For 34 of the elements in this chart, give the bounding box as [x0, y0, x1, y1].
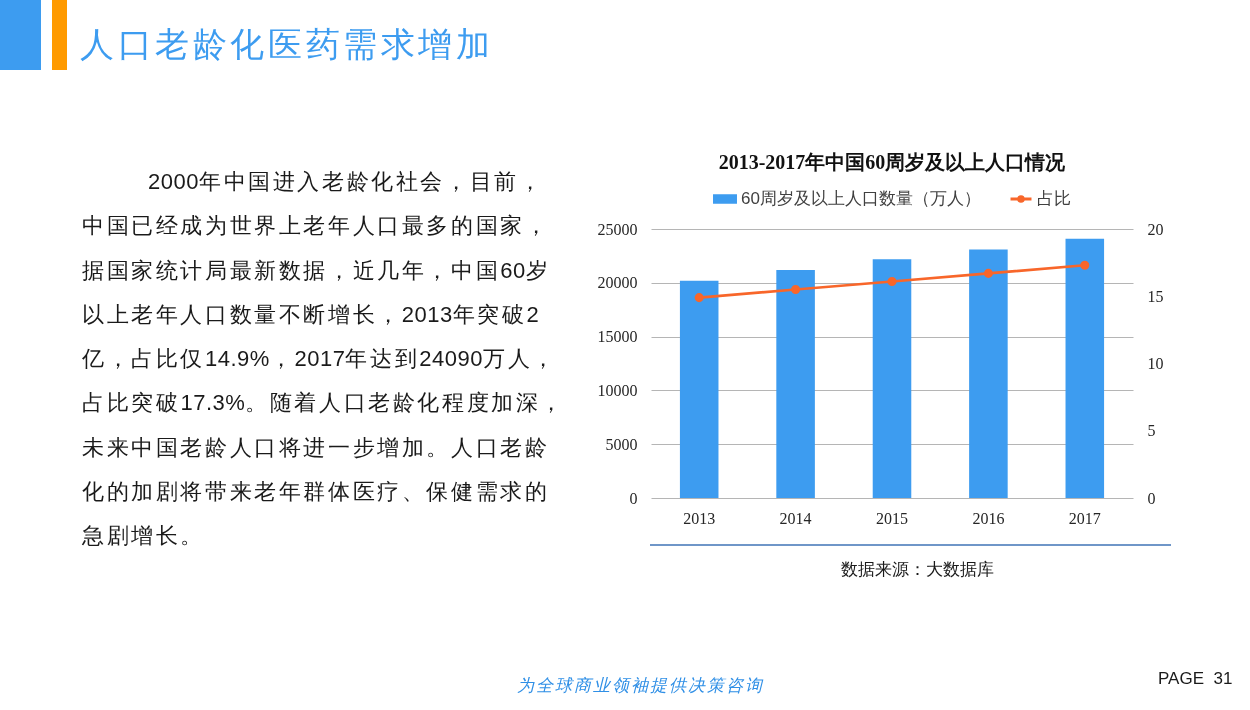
bar	[872, 259, 912, 498]
x-tick-label: 2017	[1068, 509, 1101, 527]
x-tick-label: 2014	[779, 509, 812, 527]
text: 2000年中国进入老龄化社会，目前，中国已经成为世界上老年人口最多的国家，据国家统计局最新数据，近几年，中国60岁以上老年人口数量不断增长，2013年突破2亿，占比仅14.9%，2017年达到24090万人，占比突破17.3%。随着人口老龄化程度加深，未来中国老龄人口将进一步增加。人口老龄化的加剧将带来老年群体医疗、保健需求的急剧增长。	[82, 169, 566, 549]
y-tick-label: 25000	[597, 220, 638, 238]
text: 为全球商业领袖提供决策咨询	[516, 674, 764, 697]
y2-tick-label: 10	[1147, 355, 1164, 372]
x-tick-label: 2013	[683, 509, 716, 527]
y2-tick-label: 5	[1147, 422, 1156, 440]
text: PAGE 31	[1158, 669, 1233, 688]
x-tick-label: 2016	[972, 509, 1005, 527]
y-tick-label: 5000	[605, 435, 638, 453]
point	[887, 276, 897, 286]
legend-label: 60周岁及以上人口数量（万人）	[741, 189, 981, 208]
legend-label: 占比	[1037, 189, 1071, 208]
y2-tick-label: 20	[1147, 220, 1164, 238]
point	[694, 293, 704, 303]
bar	[1065, 238, 1105, 498]
point	[983, 268, 993, 278]
bar	[969, 249, 1008, 498]
bar	[679, 280, 719, 498]
text: 人口老龄化医药需求增加	[80, 23, 494, 66]
y2-tick-label: 0	[1147, 489, 1156, 507]
y-tick-label: 20000	[597, 274, 638, 292]
source-note: 数据来源：大数据库	[840, 558, 994, 581]
chart-title: 2013-2017年中国60周岁及以上人口情况	[718, 151, 1067, 173]
bar	[776, 269, 815, 498]
x-tick-label: 2015	[876, 509, 908, 527]
y-tick-label: 10000	[597, 381, 638, 399]
y-tick-label: 15000	[597, 328, 638, 346]
y2-tick-label: 15	[1147, 287, 1164, 305]
point	[1080, 260, 1090, 270]
y-tick-label: 0	[629, 489, 638, 507]
point	[791, 285, 801, 295]
